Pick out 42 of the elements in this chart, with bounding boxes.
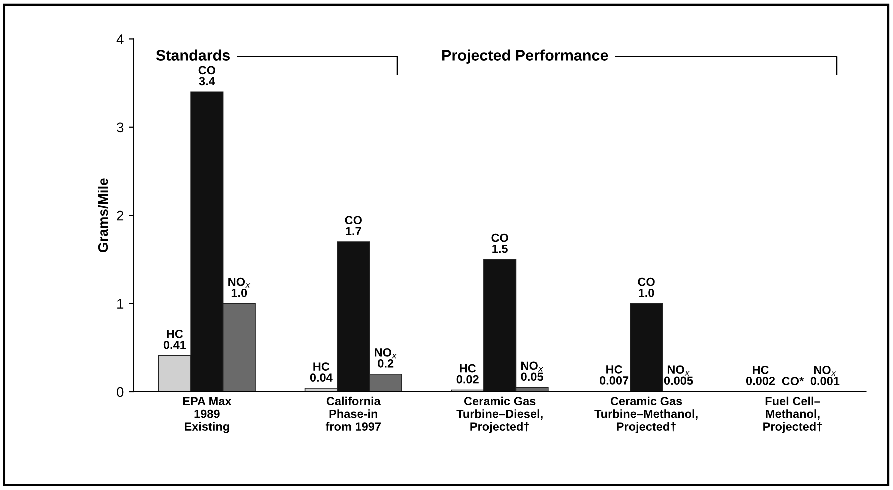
text: NO$_{x}$ [375,348,398,359]
y-tick-label: 0 [117,387,124,398]
text: HC [314,362,330,371]
y-tick-label: 2 [117,210,124,221]
text: CO* [782,377,804,386]
data-label: 1.5 [492,244,508,254]
series-label: HC [167,330,184,338]
data-label: 1.0 [232,288,248,298]
text: CO [638,278,655,286]
x-tick-label: Ceramic Gas Turbine–Diesel, Projected† [456,396,543,434]
x-tick-label: EPA Max 1989 Existing [183,397,232,434]
y-tick-label: 3 [117,122,124,133]
x-tick-label: Fuel Cell– Methanol, Projected† [764,396,822,434]
series-label: NO$_{x}$ [228,278,251,288]
series-label: CO [345,216,362,225]
data-label: 1.0 [639,288,654,298]
x-tick-label: Ceramic Gas Turbine–Methanol, Projected† [594,396,698,434]
text: HC [753,366,769,374]
data-label: 0.2 [378,360,394,368]
text: NO$_{x}$ [668,366,690,376]
annotation: Standards [156,50,230,61]
data-label: 0.41 [164,340,186,350]
x-tick-label: California Phase-in from 1997 [326,396,381,431]
data-label: 0.002 [746,376,776,386]
y-axis-title: Grams/Mile [98,178,108,252]
annotation: Projected Performance [442,50,608,64]
text: HC [606,366,623,374]
data-label: 0.007 [600,376,629,385]
data-label: 1.7 [346,227,362,236]
text: NO$_{x}$ [814,366,836,376]
data-label: 0.02 [456,375,479,384]
data-label: 0.005 [664,376,694,386]
y-tick-label: 4 [116,34,124,44]
text: CO [492,234,508,242]
data-label: 0.05 [521,372,544,382]
data-label: 0.04 [310,374,333,382]
data-label: 3.4 [199,77,216,86]
y-tick-label: 1 [118,299,124,309]
text: CO [198,66,216,75]
text: HC [460,364,476,373]
text: NO$_{x}$ [522,362,544,372]
data-label: 0.001 [810,377,840,386]
